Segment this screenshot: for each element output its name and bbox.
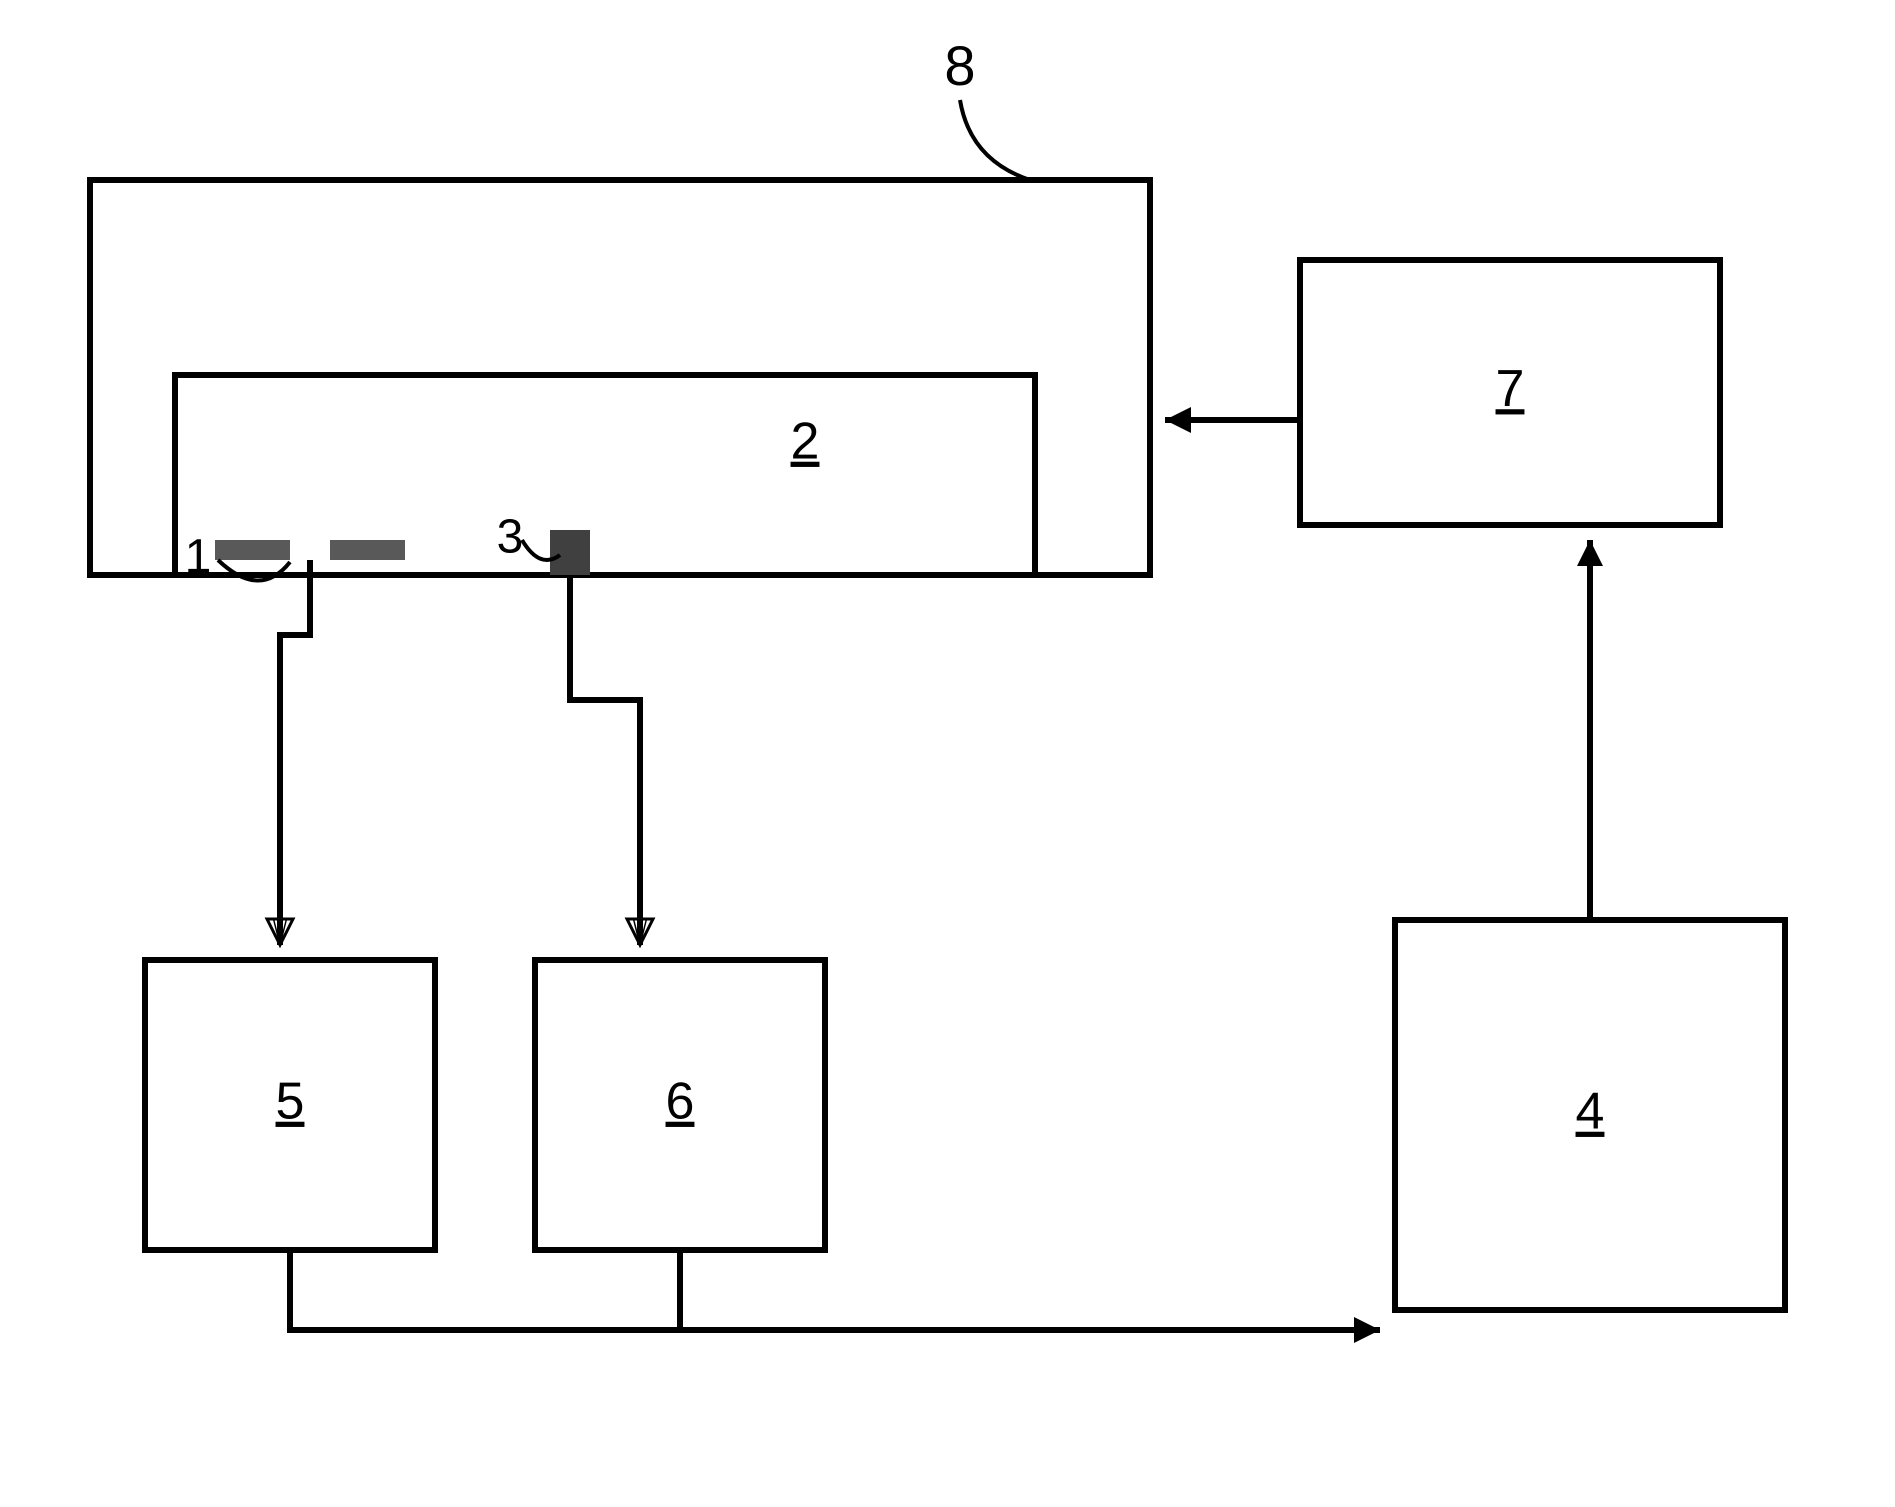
arrowhead [1577, 540, 1603, 566]
sensor1a [215, 540, 290, 560]
sensor3 [550, 530, 590, 575]
block-block2 [175, 375, 1035, 575]
callout-label-c8: 8 [944, 34, 975, 97]
block-label-block4: 4 [1576, 1083, 1605, 1141]
arrowhead-hatched [267, 919, 293, 945]
callout-leader-c8 [960, 100, 1030, 180]
block-label-block5: 5 [276, 1073, 305, 1131]
arrowhead-hatched [627, 919, 653, 945]
callout-label-c1: 1 [185, 531, 212, 584]
block-label-block7: 7 [1496, 360, 1525, 418]
block-label-block6: 6 [666, 1073, 695, 1131]
arrowhead [1354, 1317, 1380, 1343]
connector-e_3_6 [570, 575, 640, 945]
connector-e_1_5 [280, 560, 310, 945]
sensor1b [330, 540, 405, 560]
callout-label-c3: 3 [497, 511, 524, 564]
block-label-block2: 2 [791, 413, 820, 471]
connector-e_56_4 [290, 1250, 1380, 1330]
arrowhead [1165, 407, 1191, 433]
